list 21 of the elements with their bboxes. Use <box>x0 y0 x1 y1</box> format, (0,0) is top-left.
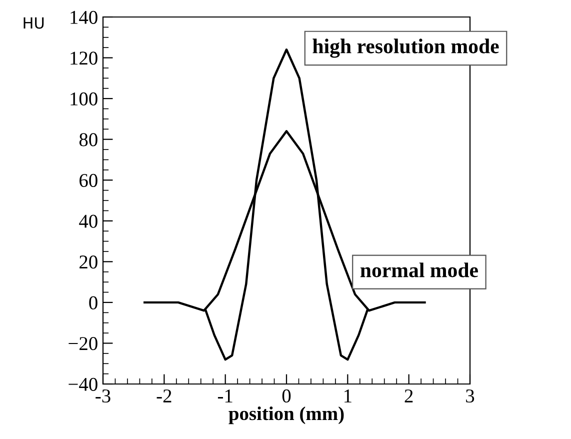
x-tick-label: 0 <box>282 389 291 403</box>
y-tick-label: −20 <box>68 337 98 350</box>
x-tick-label: -2 <box>156 389 172 402</box>
y-tick-label: 20 <box>80 255 98 269</box>
y-tick-label: −40 <box>68 378 98 391</box>
y-tick-label: 80 <box>79 133 98 146</box>
x-axis-title: position (mm) <box>228 406 344 424</box>
x-tick-label: 1 <box>344 390 352 402</box>
annotation: normal mode <box>360 262 478 278</box>
y-tick-label: 0 <box>89 296 98 310</box>
x-tick-label: 2 <box>404 389 413 402</box>
y-tick-label: 100 <box>70 92 98 106</box>
y-tick-label: 40 <box>79 214 98 228</box>
y-tick-label: 120 <box>70 52 98 65</box>
y-tick-label: 140 <box>70 10 98 24</box>
y-axis-title: HU <box>24 17 44 29</box>
y-tick-label: 60 <box>80 174 98 188</box>
x-tick-label: -3 <box>96 389 110 403</box>
x-tick-label: 3 <box>466 389 474 403</box>
x-tick-label: -1 <box>218 390 232 402</box>
annotation: high resolution mode <box>312 38 499 58</box>
